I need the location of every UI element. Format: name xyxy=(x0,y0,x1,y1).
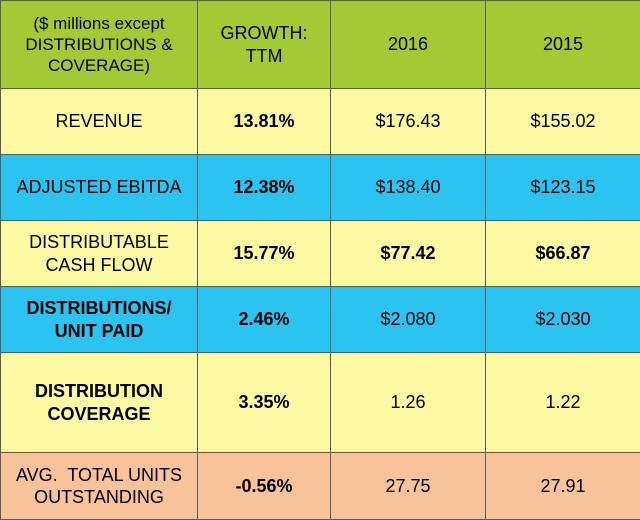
table-row-revenue: REVENUE 13.81% $176.43 $155.02 xyxy=(1,89,640,155)
row-2015-value: 1.22 xyxy=(486,353,640,453)
row-label: AVG. TOTAL UNITS OUTSTANDING xyxy=(1,453,198,520)
row-growth-value: 15.77% xyxy=(198,221,331,287)
header-year-2015-cell: 2015 xyxy=(486,1,640,89)
row-growth-value: -0.56% xyxy=(198,453,331,520)
row-label: DISTRIBUTIONS/ UNIT PAID xyxy=(1,287,198,353)
row-2015-value: $123.15 xyxy=(486,155,640,221)
row-label: DISTRIBUTABLE CASH FLOW xyxy=(1,221,198,287)
table-header-row: ($ millions except DISTRIBUTIONS & COVER… xyxy=(1,1,640,89)
row-2016-value: $138.40 xyxy=(331,155,486,221)
table-row-adjusted-ebitda: ADJUSTED EBITDA 12.38% $138.40 $123.15 xyxy=(1,155,640,221)
row-growth-value: 12.38% xyxy=(198,155,331,221)
row-label: ADJUSTED EBITDA xyxy=(1,155,198,221)
row-2016-value: $2.080 xyxy=(331,287,486,353)
row-growth-value: 13.81% xyxy=(198,89,331,155)
row-growth-value: 2.46% xyxy=(198,287,331,353)
row-2016-value: $77.42 xyxy=(331,221,486,287)
row-2016-value: 1.26 xyxy=(331,353,486,453)
table-row-distributions-per-unit: DISTRIBUTIONS/ UNIT PAID 2.46% $2.080 $2… xyxy=(1,287,640,353)
table-row-distribution-coverage: DISTRIBUTION COVERAGE 3.35% 1.26 1.22 xyxy=(1,353,640,453)
row-2015-value: $66.87 xyxy=(486,221,640,287)
row-growth-value: 3.35% xyxy=(198,353,331,453)
row-2016-value: 27.75 xyxy=(331,453,486,520)
row-label: REVENUE xyxy=(1,89,198,155)
table-row-avg-total-units: AVG. TOTAL UNITS OUTSTANDING -0.56% 27.7… xyxy=(1,453,640,520)
header-label-cell: ($ millions except DISTRIBUTIONS & COVER… xyxy=(1,1,198,89)
row-label: DISTRIBUTION COVERAGE xyxy=(1,353,198,453)
row-2016-value: $176.43 xyxy=(331,89,486,155)
row-2015-value: $2.030 xyxy=(486,287,640,353)
row-2015-value: $155.02 xyxy=(486,89,640,155)
table-row-distributable-cash-flow: DISTRIBUTABLE CASH FLOW 15.77% $77.42 $6… xyxy=(1,221,640,287)
row-2015-value: 27.91 xyxy=(486,453,640,520)
header-year-2016-cell: 2016 xyxy=(331,1,486,89)
header-growth-cell: GROWTH: TTM xyxy=(198,1,331,89)
